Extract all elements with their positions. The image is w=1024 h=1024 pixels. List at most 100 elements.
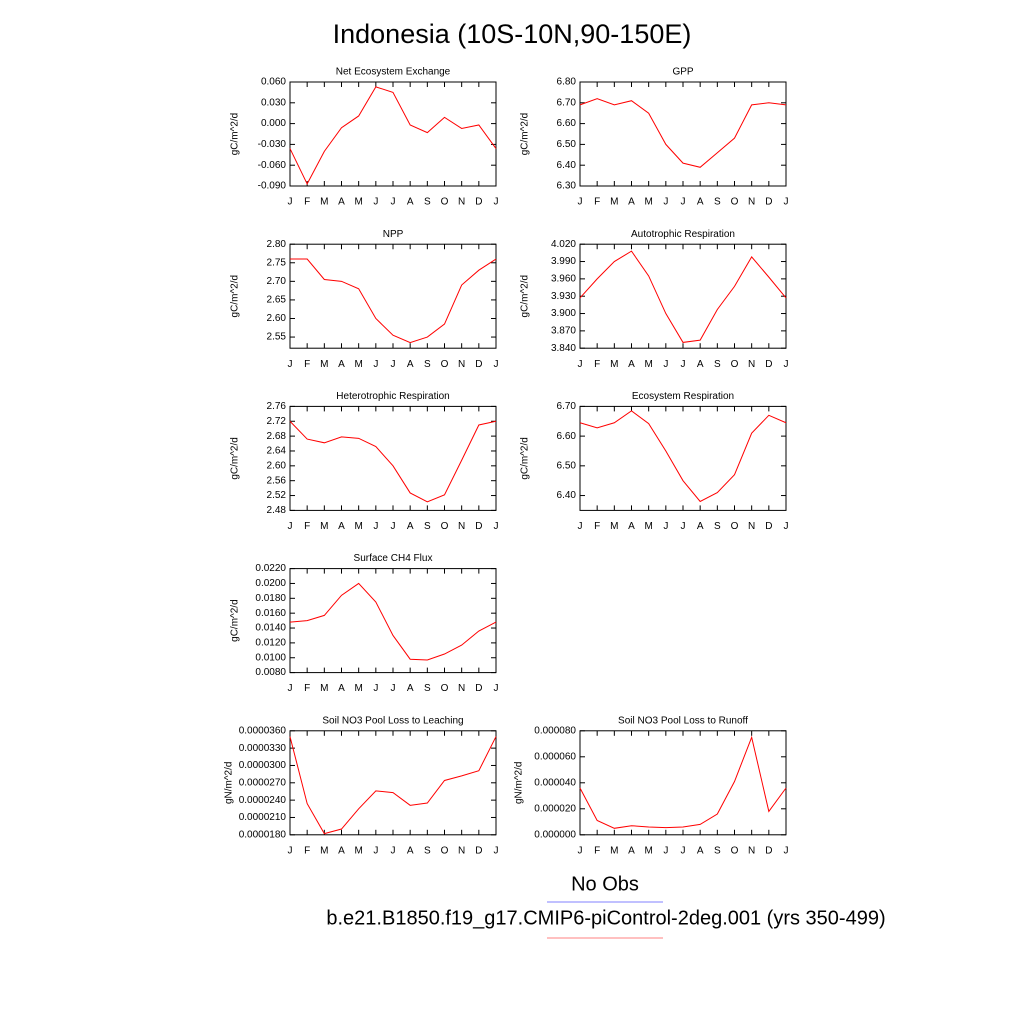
x-tick-label: M xyxy=(610,197,618,208)
y-tick-label: 0.0120 xyxy=(255,638,286,649)
y-tick-label: 0.0100 xyxy=(255,652,286,663)
data-line xyxy=(289,86,497,186)
x-tick-label: J xyxy=(494,359,499,370)
y-axis-label: gC/m^2/d xyxy=(230,437,241,480)
x-tick-label: D xyxy=(475,683,482,694)
x-tick-label: F xyxy=(594,521,600,532)
legend-label: b.e21.B1850.f19_g17.CMIP6-piControl-2deg… xyxy=(326,907,885,929)
x-tick-label: F xyxy=(304,197,310,208)
x-tick-label: A xyxy=(338,845,345,856)
data-line xyxy=(290,258,497,344)
panel-title: Surface CH4 Flux xyxy=(354,553,433,564)
x-tick-label: J xyxy=(373,359,378,370)
panel-title: Heterotrophic Respiration xyxy=(336,391,449,402)
x-tick-label: J xyxy=(663,359,668,370)
y-tick-label: 6.50 xyxy=(557,139,577,150)
x-tick-label: A xyxy=(628,197,635,208)
x-tick-label: M xyxy=(320,683,328,694)
y-tick-label: 3.840 xyxy=(551,343,576,354)
x-tick-label: J xyxy=(578,197,583,208)
panel-title: Soil NO3 Pool Loss to Leaching xyxy=(322,715,463,726)
x-tick-label: J xyxy=(373,683,378,694)
y-tick-label: 6.40 xyxy=(557,160,577,171)
plot-frame xyxy=(289,405,497,511)
panel: Ecosystem Respiration gC/m^2/d 6.40 6.50 6.6… xyxy=(520,391,789,532)
x-tick-label: J xyxy=(784,521,789,532)
panel-title: Ecosystem Respiration xyxy=(632,391,734,402)
x-tick-label: J xyxy=(663,521,668,532)
y-tick-label: 0.0000180 xyxy=(239,829,287,840)
x-tick-label: N xyxy=(748,845,755,856)
plot-frame xyxy=(289,81,497,187)
x-tick-label: F xyxy=(594,197,600,208)
y-tick-label: 0.000 xyxy=(261,118,286,129)
legend-label: No Obs xyxy=(571,873,639,895)
y-tick-label: 6.60 xyxy=(557,118,577,129)
y-tick-label: 3.870 xyxy=(551,326,576,337)
y-tick-label: 2.52 xyxy=(267,490,287,501)
plot-frame xyxy=(579,81,787,187)
x-tick-label: S xyxy=(424,683,431,694)
x-tick-label: N xyxy=(458,845,465,856)
panel-title: Net Ecosystem Exchange xyxy=(336,67,451,78)
x-tick-label: J xyxy=(784,197,789,208)
panel: Soil NO3 Pool Loss to Leaching gN/m^2/d 0.… xyxy=(224,715,499,856)
y-tick-label: 0.0180 xyxy=(255,593,286,604)
plot-frame xyxy=(289,730,497,836)
panel: Heterotrophic Respiration gC/m^2/d 2.48 2.5… xyxy=(230,391,499,532)
y-tick-label: 0.000080 xyxy=(534,725,576,736)
x-tick-label: J xyxy=(784,359,789,370)
x-tick-label: J xyxy=(288,197,293,208)
x-tick-label: N xyxy=(458,359,465,370)
x-tick-label: A xyxy=(338,359,345,370)
x-tick-label: J xyxy=(578,845,583,856)
x-tick-label: N xyxy=(458,521,465,532)
y-tick-label: 2.48 xyxy=(267,505,287,516)
x-tick-label: J xyxy=(288,359,293,370)
x-tick-label: D xyxy=(765,359,772,370)
y-tick-label: 0.030 xyxy=(261,97,286,108)
data-line xyxy=(579,250,787,343)
y-tick-label: 0.000020 xyxy=(534,803,576,814)
x-tick-label: M xyxy=(610,521,618,532)
x-tick-label: M xyxy=(320,359,328,370)
y-tick-label: 2.65 xyxy=(267,295,287,306)
x-tick-label: A xyxy=(338,521,345,532)
data-line xyxy=(579,410,787,503)
y-axis-label: gC/m^2/d xyxy=(520,437,531,480)
x-tick-label: J xyxy=(373,197,378,208)
x-tick-label: J xyxy=(663,845,668,856)
x-tick-label: A xyxy=(407,359,414,370)
x-tick-label: F xyxy=(304,845,310,856)
x-tick-label: F xyxy=(594,359,600,370)
x-tick-label: A xyxy=(628,521,635,532)
x-tick-label: F xyxy=(304,521,310,532)
panel-title: GPP xyxy=(672,67,693,78)
y-tick-label: 0.0000360 xyxy=(239,725,287,736)
x-tick-label: N xyxy=(748,521,755,532)
x-tick-label: M xyxy=(320,521,328,532)
y-tick-label: 6.50 xyxy=(557,460,577,471)
y-tick-label: 3.900 xyxy=(551,308,576,319)
plot-frame xyxy=(289,568,497,674)
x-tick-label: F xyxy=(304,359,310,370)
x-tick-label: A xyxy=(628,359,635,370)
x-tick-label: O xyxy=(731,521,739,532)
y-tick-label: 0.000040 xyxy=(534,777,576,788)
y-axis-label: gC/m^2/d xyxy=(520,113,531,156)
x-tick-label: S xyxy=(424,845,431,856)
x-tick-label: J xyxy=(391,683,396,694)
x-tick-label: S xyxy=(424,521,431,532)
x-tick-label: J xyxy=(494,845,499,856)
y-tick-label: 0.000060 xyxy=(534,751,576,762)
x-tick-label: J xyxy=(391,845,396,856)
y-tick-label: 3.990 xyxy=(551,256,576,267)
x-tick-label: M xyxy=(320,845,328,856)
y-tick-label: -0.030 xyxy=(258,139,287,150)
data-line xyxy=(289,420,497,503)
y-tick-label: 2.72 xyxy=(267,416,287,427)
x-tick-label: N xyxy=(458,197,465,208)
x-tick-label: D xyxy=(475,359,482,370)
y-tick-label: 6.80 xyxy=(557,77,577,88)
